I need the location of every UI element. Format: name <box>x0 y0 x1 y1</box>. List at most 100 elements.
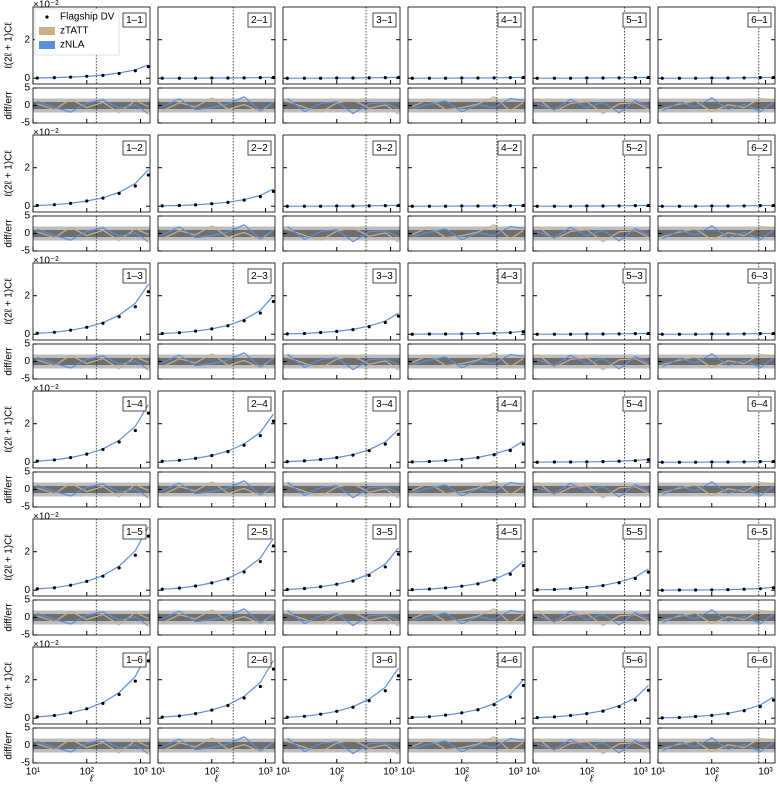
panel-frame <box>282 518 401 597</box>
data-point <box>771 586 775 590</box>
panel-label-box <box>622 268 647 284</box>
data-point <box>601 204 605 208</box>
tatt-residual <box>162 97 274 113</box>
panel-label: 6–2 <box>751 143 768 154</box>
data-point <box>476 332 480 336</box>
x-tick-label: 10² <box>205 767 220 778</box>
data-point <box>585 585 589 589</box>
nla-line <box>162 660 274 718</box>
data-point <box>633 76 637 80</box>
data-point <box>242 319 246 323</box>
panel-frame <box>32 134 151 213</box>
nla-residual <box>412 225 524 241</box>
data-point <box>677 715 681 720</box>
data-point <box>521 442 525 446</box>
y-tick-label: 0 <box>24 713 30 724</box>
data-point <box>552 715 556 719</box>
data-point <box>101 447 105 452</box>
data-point <box>318 204 323 208</box>
data-point <box>302 714 306 718</box>
data-point <box>351 328 355 332</box>
data-point <box>335 582 339 586</box>
data-point <box>633 576 637 581</box>
nla-residual <box>286 225 399 243</box>
panel-label: 4–4 <box>501 399 518 410</box>
data-point <box>117 71 121 76</box>
data-point <box>492 331 496 335</box>
panel-label: 2–5 <box>251 527 268 538</box>
panel-label-box <box>497 140 522 156</box>
data-point <box>271 544 275 548</box>
data-point <box>710 713 714 717</box>
panel-label-box <box>747 652 772 668</box>
nla-line <box>287 547 399 591</box>
data-point <box>35 587 39 591</box>
nla-residual <box>37 355 149 371</box>
y-tick-label: 2 <box>24 674 30 685</box>
data-point <box>535 716 539 720</box>
data-point <box>117 566 121 570</box>
data-point <box>85 199 89 203</box>
data-point <box>710 332 714 336</box>
nla-line <box>662 204 774 207</box>
data-point <box>193 203 198 207</box>
data-point <box>742 76 746 80</box>
data-point <box>193 584 198 588</box>
nla-residual <box>412 97 524 113</box>
data-point <box>646 458 650 462</box>
panel-frame <box>407 390 526 469</box>
nla-line <box>287 667 399 718</box>
panel-label-box <box>372 268 397 284</box>
panel-label-box <box>122 12 147 28</box>
panel-label: 3–5 <box>376 527 393 538</box>
tatt-residual <box>287 739 399 755</box>
data-point <box>710 460 714 464</box>
x-axis-label: ℓ <box>589 774 594 785</box>
panel-label-box <box>497 524 522 540</box>
panel-label: 2–2 <box>251 143 268 154</box>
nla-line <box>537 332 649 335</box>
panel-frame <box>407 518 526 597</box>
data-point <box>508 76 512 80</box>
y-axis-label: ℓ(2ℓ + 1)Cℓ <box>4 534 15 581</box>
data-point <box>335 709 339 713</box>
resid-tick-label: -5 <box>21 246 30 257</box>
nla-line <box>412 560 524 591</box>
resid-axis-label: diff/err <box>4 603 15 632</box>
tatt-residual <box>162 609 274 625</box>
data-point <box>68 583 73 587</box>
data-point <box>443 458 448 463</box>
data-point <box>758 460 762 464</box>
resid-band <box>158 358 275 365</box>
panel-label-box <box>747 12 772 28</box>
scale-label: ×10⁻² <box>33 640 59 651</box>
data-point <box>210 76 214 80</box>
data-point <box>693 332 698 336</box>
data-point <box>68 711 73 715</box>
data-point <box>677 332 681 336</box>
scale-label: ×10⁻² <box>33 128 59 139</box>
data-point <box>660 76 664 80</box>
data-point <box>351 76 355 80</box>
nla-line <box>537 76 649 79</box>
y-tick-label: 0 <box>24 329 30 340</box>
x-axis-label: ℓ <box>714 774 719 785</box>
nla-line <box>37 283 149 334</box>
nla-residual <box>286 737 399 755</box>
nla-line <box>162 413 274 462</box>
data-point <box>585 76 589 80</box>
nla-residual <box>37 483 149 499</box>
panel-label: 3–4 <box>376 399 393 410</box>
data-point <box>443 204 448 208</box>
data-point <box>383 76 387 80</box>
panel-label: 3–2 <box>376 143 393 154</box>
data-point <box>726 460 730 464</box>
data-point <box>146 534 150 538</box>
nla-residual <box>162 96 274 112</box>
data-point <box>427 332 431 336</box>
resid-band <box>408 358 525 365</box>
panel-label: 6–6 <box>751 655 768 666</box>
y-tick-label: 2 <box>24 290 30 301</box>
nla-residual <box>537 610 649 626</box>
data-point <box>52 586 56 590</box>
